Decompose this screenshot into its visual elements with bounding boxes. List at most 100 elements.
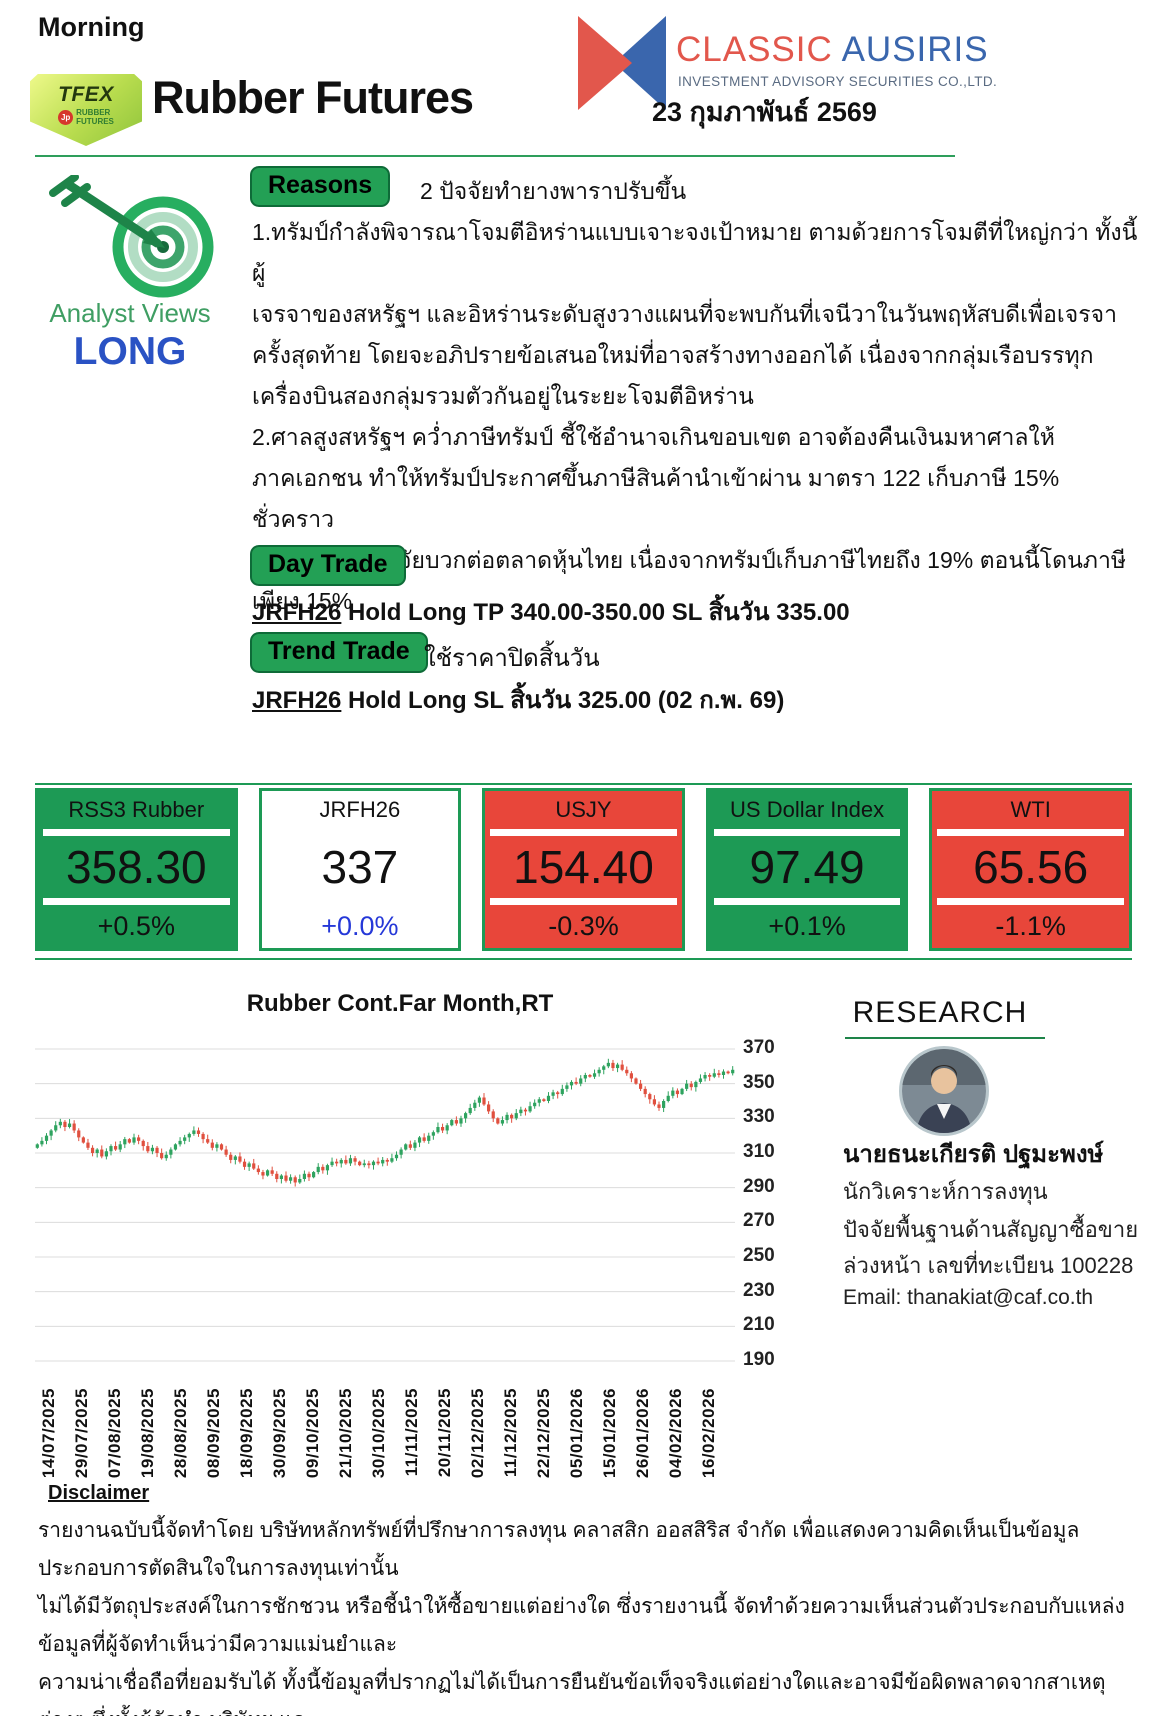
y-axis-tick-label: 310 [743,1141,775,1162]
research-title: RESEARCH [852,996,1028,1029]
candlestick-chart [35,1048,735,1362]
y-axis-tick-label: 290 [743,1175,775,1197]
trend-trade-recommendation: JRFH26 Hold Long SL สิ้นวัน 325.00 (02 ก… [252,680,784,719]
analyst-stance-long: LONG [73,330,187,373]
analyst-views-target-dart-icon [49,175,214,298]
disclaimer-line: รายงานฉบับนี้จัดทำโดย บริษัทหลักทรัพย์ที… [38,1519,1080,1580]
trend-trade-symbol: JRFH26 [252,687,342,714]
x-axis-date-label: 22/12/2025 [534,1388,553,1479]
y-axis-tick-label: 330 [743,1106,775,1128]
x-axis-date-label: 18/09/2025 [237,1388,256,1479]
page-title: Rubber Futures [152,72,474,123]
analyst-photo-avatar [899,1046,989,1136]
brand-name-classic: CLASSIC [676,30,833,69]
tile-value: 337 [321,841,399,893]
trend-trade-badge: Trend Trade [250,632,428,673]
x-axis-date-label: 05/01/2026 [567,1388,586,1479]
tile-us-dollar-index: US Dollar Index 97.49 +0.1% [705,788,909,951]
tile-change: -1.1% [995,911,1066,941]
tile-value: 154.40 [513,841,654,893]
reason-line: ภาคเอกชน ทำให้ทรัมป์ประกาศขึ้นภาษีสินค้า… [252,465,1060,532]
y-axis-tick-label: 370 [743,1037,775,1058]
tile-divider [43,829,230,836]
person-silhouette-icon [902,1049,986,1133]
y-axis-tick-label: 250 [743,1245,775,1266]
analyst-detail-line1: ปัจจัยพื้นฐานด้านสัญญาซื้อขาย [843,1217,1139,1242]
analyst-detail-line2: ล่วงหน้า เลขที่ทะเบียน 100228 [843,1253,1134,1278]
tile-divider [266,898,454,905]
tile-usjy: USJY 154.40 -0.3% [482,788,685,951]
chart-title: Rubber Cont.Far Month,RT [246,990,554,1017]
y-axis-tick-label: 270 [743,1210,775,1232]
y-axis-tick-label: 210 [743,1314,775,1336]
trend-trade-note: ใช้ราคาปิดสิ้นวัน [424,645,600,672]
reasons-headline: 2 ปัจจัยทำยางพาราปรับขึ้น [420,178,687,204]
tile-label: RSS3 Rubber [68,797,205,822]
tile-divider [937,829,1124,836]
tfex-sub-futures: FUTURES [76,117,114,126]
tile-wti: WTI 65.56 -1.1% [929,788,1132,951]
x-axis-date-label: 28/08/2025 [171,1388,190,1479]
tile-divider [713,829,901,836]
tile-divider [266,829,454,836]
tile-change: +0.1% [768,911,846,941]
tile-divider [490,898,677,905]
x-axis-date-label: 30/10/2025 [369,1388,388,1479]
y-axis-tick-label: 230 [743,1279,775,1301]
tile-divider [490,829,677,836]
market-tiles: RSS3 Rubber 358.30 +0.5% JRFH26 337 +0.0… [35,788,1132,951]
tiles-bottom-divider [35,958,1132,960]
day-trade-symbol: JRFH26 [252,599,342,626]
tiles-top-divider [35,783,1132,785]
x-axis-date-label: 21/10/2025 [336,1388,355,1479]
tile-label: USJY [555,797,612,822]
x-axis-date-label: 08/09/2025 [204,1388,223,1479]
x-axis-date-label: 29/07/2025 [72,1388,91,1479]
x-axis-date-label: 14/07/2025 [39,1388,58,1479]
report-type-label: Morning [38,12,145,42]
tile-divider [43,898,230,905]
tfex-rubber-futures-icon: TFEX Jp RUBBER FUTURES [30,74,142,146]
tile-jrfh26: JRFH26 337 +0.0% [258,788,462,951]
tile-value: 65.56 [973,841,1089,893]
x-axis-date-label: 02/12/2025 [468,1388,487,1479]
classic-ausiris-logo-icon [578,16,666,110]
disclaimer-line: ความน่าเชื่อถือที่ยอมรับได้ ทั้งนี้ข้อมู… [38,1671,1106,1716]
x-axis-date-label: 19/08/2025 [138,1388,157,1479]
analyst-role: นักวิเคราะห์การลงทุน [843,1179,1048,1204]
brand-subtitle: INVESTMENT ADVISORY SECURITIES CO.,LTD. [678,74,998,89]
y-axis-tick-label: 350 [743,1071,775,1093]
tile-value: 358.30 [65,841,207,893]
x-axis-date-label: 16/02/2026 [699,1388,718,1479]
day-trade-badge: Day Trade [250,545,406,586]
x-axis-date-label: 04/02/2026 [666,1388,685,1479]
research-divider [845,1037,1045,1039]
x-axis-date-label: 09/10/2025 [303,1388,322,1479]
analyst-name: นายธนะเกียรติ ปฐมะพงษ์ [843,1141,1104,1168]
analyst-email: Email: thanakiat@caf.co.th [843,1286,1094,1309]
jp-dot-icon: Jp [58,109,74,125]
day-trade-text: Hold Long TP 340.00-350.00 SL สิ้นวัน 33… [348,599,850,626]
reason-line: 1.ทรัมป์กำลังพิจารณาโจมตีอิหร่านแบบเจาะจ… [252,219,1138,286]
reason-line: 2.ศาลสูงสหรัฐฯ คว่ำภาษีทรัมป์ ชี้ใช้อำนา… [252,424,1055,450]
tile-value: 97.49 [749,841,865,893]
tfex-sub-rubber: RUBBER [76,108,111,117]
x-axis-date-label: 11/12/2025 [501,1388,520,1478]
disclaimer-title: Disclaimer [48,1482,150,1504]
brand-name-ausiris: AUSIRIS [841,30,989,69]
tfex-badge-text: TFEX [58,83,114,106]
analyst-views-label: Analyst Views [49,298,211,328]
x-axis-date-label: 26/01/2026 [633,1388,652,1479]
reason-line: เพียง 15% [252,588,353,614]
tile-divider [713,898,901,905]
reasons-paragraphs: 1.ทรัมป์กำลังพิจารณาโจมตีอิหร่านแบบเจาะจ… [252,212,1142,622]
day-trade-recommendation: JRFH26 Hold Long TP 340.00-350.00 SL สิ้… [252,592,850,631]
y-axis-tick-label: 190 [743,1349,775,1370]
x-axis-date-label: 07/08/2025 [105,1388,124,1479]
brand-name: CLASSIC AUSIRIS [676,30,989,70]
reason-line: ครั้งสุดท้าย โดยจะอภิปรายข้อเสนอใหม่ที่อ… [252,342,1094,368]
tile-divider [937,898,1124,905]
tile-change: -0.3% [548,911,619,941]
chart-x-axis-labels: 14/07/2025 29/07/2025 07/08/2025 19/08/2025… [39,1388,759,1483]
